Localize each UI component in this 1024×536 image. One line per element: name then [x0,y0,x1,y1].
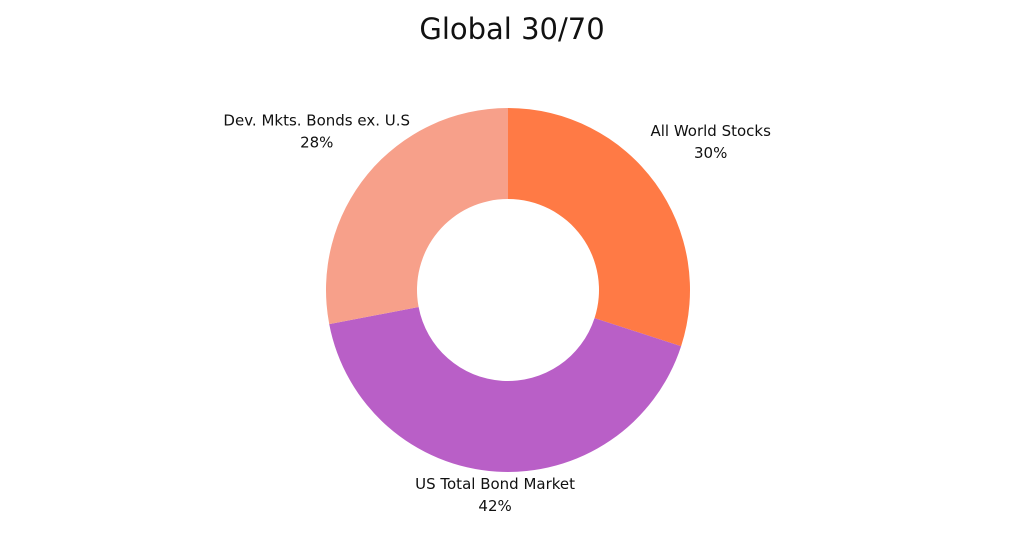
donut-slice [329,307,682,472]
slice-label: Dev. Mkts. Bonds ex. U.S [223,111,410,129]
slice-value-label: 30% [694,144,727,162]
slice-value-label: 28% [300,133,333,151]
donut-slice [325,108,508,325]
slice-label: All World Stocks [650,122,771,140]
slice-value-label: 42% [478,497,511,515]
slice-label: US Total Bond Market [415,475,575,493]
donut-slice [508,108,690,347]
chart-title: Global 30/70 [419,12,604,46]
